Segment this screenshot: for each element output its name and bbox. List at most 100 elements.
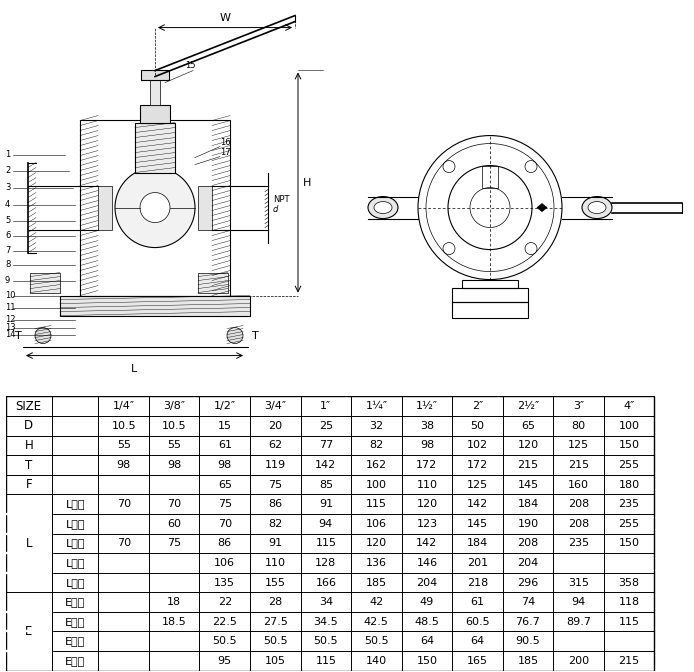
Text: 10.5: 10.5 bbox=[111, 421, 136, 431]
Text: 215: 215 bbox=[618, 656, 640, 666]
Circle shape bbox=[35, 327, 51, 343]
Text: 94: 94 bbox=[571, 597, 586, 607]
Text: 218: 218 bbox=[467, 577, 488, 587]
Text: 204: 204 bbox=[416, 577, 437, 587]
Text: 55: 55 bbox=[117, 440, 130, 450]
Text: 150: 150 bbox=[618, 440, 640, 450]
Text: 98: 98 bbox=[167, 460, 181, 470]
Text: 17: 17 bbox=[220, 148, 230, 157]
Text: 128: 128 bbox=[315, 558, 337, 568]
Text: 185: 185 bbox=[518, 656, 539, 666]
Text: 106: 106 bbox=[366, 519, 387, 529]
Ellipse shape bbox=[374, 202, 392, 214]
Text: 22: 22 bbox=[218, 597, 232, 607]
Text: T: T bbox=[252, 331, 258, 341]
Text: 100: 100 bbox=[366, 480, 387, 490]
Text: 105: 105 bbox=[265, 656, 286, 666]
Text: 55: 55 bbox=[167, 440, 181, 450]
Text: W: W bbox=[219, 13, 230, 23]
Text: 190: 190 bbox=[518, 519, 539, 529]
Text: 4: 4 bbox=[5, 200, 10, 209]
Text: 64: 64 bbox=[420, 636, 434, 646]
Text: 7: 7 bbox=[5, 246, 10, 255]
Text: 1/2″: 1/2″ bbox=[214, 401, 236, 411]
Bar bbox=[482, 165, 498, 187]
Text: 1″: 1″ bbox=[320, 401, 332, 411]
Text: 106: 106 bbox=[214, 558, 235, 568]
Text: 125: 125 bbox=[568, 440, 589, 450]
Text: 50.5: 50.5 bbox=[364, 636, 389, 646]
Bar bbox=[30, 273, 60, 292]
Text: 184: 184 bbox=[517, 499, 539, 509]
Text: T: T bbox=[15, 331, 22, 341]
Text: 48.5: 48.5 bbox=[414, 617, 439, 627]
Text: L: L bbox=[26, 537, 32, 550]
Text: 77: 77 bbox=[319, 440, 333, 450]
Text: 18.5: 18.5 bbox=[162, 617, 187, 627]
Text: 10: 10 bbox=[5, 291, 15, 300]
Text: 2: 2 bbox=[5, 166, 10, 175]
Text: 76.7: 76.7 bbox=[516, 617, 541, 627]
Text: 150: 150 bbox=[416, 656, 437, 666]
Ellipse shape bbox=[582, 197, 612, 218]
Text: 86: 86 bbox=[218, 538, 232, 548]
Text: 10.5: 10.5 bbox=[162, 421, 187, 431]
Text: 82: 82 bbox=[369, 440, 384, 450]
Text: 80: 80 bbox=[571, 421, 586, 431]
Text: 70: 70 bbox=[167, 499, 181, 509]
Text: 65: 65 bbox=[521, 421, 535, 431]
Text: 208: 208 bbox=[568, 519, 589, 529]
Text: 70: 70 bbox=[218, 519, 232, 529]
Text: 235: 235 bbox=[618, 499, 640, 509]
Text: H: H bbox=[24, 439, 33, 452]
Text: 75: 75 bbox=[167, 538, 181, 548]
Text: 119: 119 bbox=[264, 460, 286, 470]
Text: T: T bbox=[25, 458, 33, 472]
Text: E快装: E快装 bbox=[65, 636, 85, 646]
Text: 3: 3 bbox=[5, 183, 10, 192]
Text: 85: 85 bbox=[319, 480, 333, 490]
Text: 2″: 2″ bbox=[472, 401, 483, 411]
Text: 208: 208 bbox=[568, 499, 589, 509]
Circle shape bbox=[227, 327, 243, 343]
Text: 22.5: 22.5 bbox=[212, 617, 237, 627]
Text: 34: 34 bbox=[319, 597, 333, 607]
Text: 6: 6 bbox=[5, 231, 10, 240]
Ellipse shape bbox=[368, 197, 398, 218]
Text: 235: 235 bbox=[568, 538, 589, 548]
Text: 64: 64 bbox=[471, 636, 484, 646]
Bar bbox=[198, 185, 212, 230]
Bar bbox=[80, 120, 230, 296]
Text: 115: 115 bbox=[315, 538, 337, 548]
Text: 61: 61 bbox=[218, 440, 232, 450]
Text: 115: 115 bbox=[366, 499, 387, 509]
Ellipse shape bbox=[588, 202, 606, 214]
Text: D: D bbox=[24, 419, 33, 432]
Text: 115: 115 bbox=[618, 617, 640, 627]
Text: 102: 102 bbox=[467, 440, 488, 450]
Text: 98: 98 bbox=[420, 440, 434, 450]
Text: 146: 146 bbox=[416, 558, 437, 568]
Circle shape bbox=[115, 167, 195, 247]
Text: 65: 65 bbox=[218, 480, 232, 490]
Text: 255: 255 bbox=[618, 519, 640, 529]
Polygon shape bbox=[537, 204, 547, 212]
Circle shape bbox=[140, 193, 170, 222]
Text: 110: 110 bbox=[416, 480, 437, 490]
Text: 42: 42 bbox=[369, 597, 384, 607]
Text: E承插: E承插 bbox=[65, 617, 85, 627]
Text: L对焊: L对焊 bbox=[65, 519, 85, 529]
Text: 125: 125 bbox=[467, 480, 488, 490]
Text: 1: 1 bbox=[5, 150, 10, 159]
Text: 215: 215 bbox=[568, 460, 589, 470]
Text: 180: 180 bbox=[618, 480, 640, 490]
Text: E: E bbox=[25, 625, 33, 638]
Text: SIZE: SIZE bbox=[16, 400, 42, 413]
Text: L螺纹: L螺纹 bbox=[65, 499, 85, 509]
Text: 32: 32 bbox=[369, 421, 383, 431]
Text: 165: 165 bbox=[467, 656, 488, 666]
Text: 75: 75 bbox=[218, 499, 232, 509]
Text: 150: 150 bbox=[618, 538, 640, 548]
Text: 90.5: 90.5 bbox=[516, 636, 541, 646]
Text: 145: 145 bbox=[518, 480, 539, 490]
